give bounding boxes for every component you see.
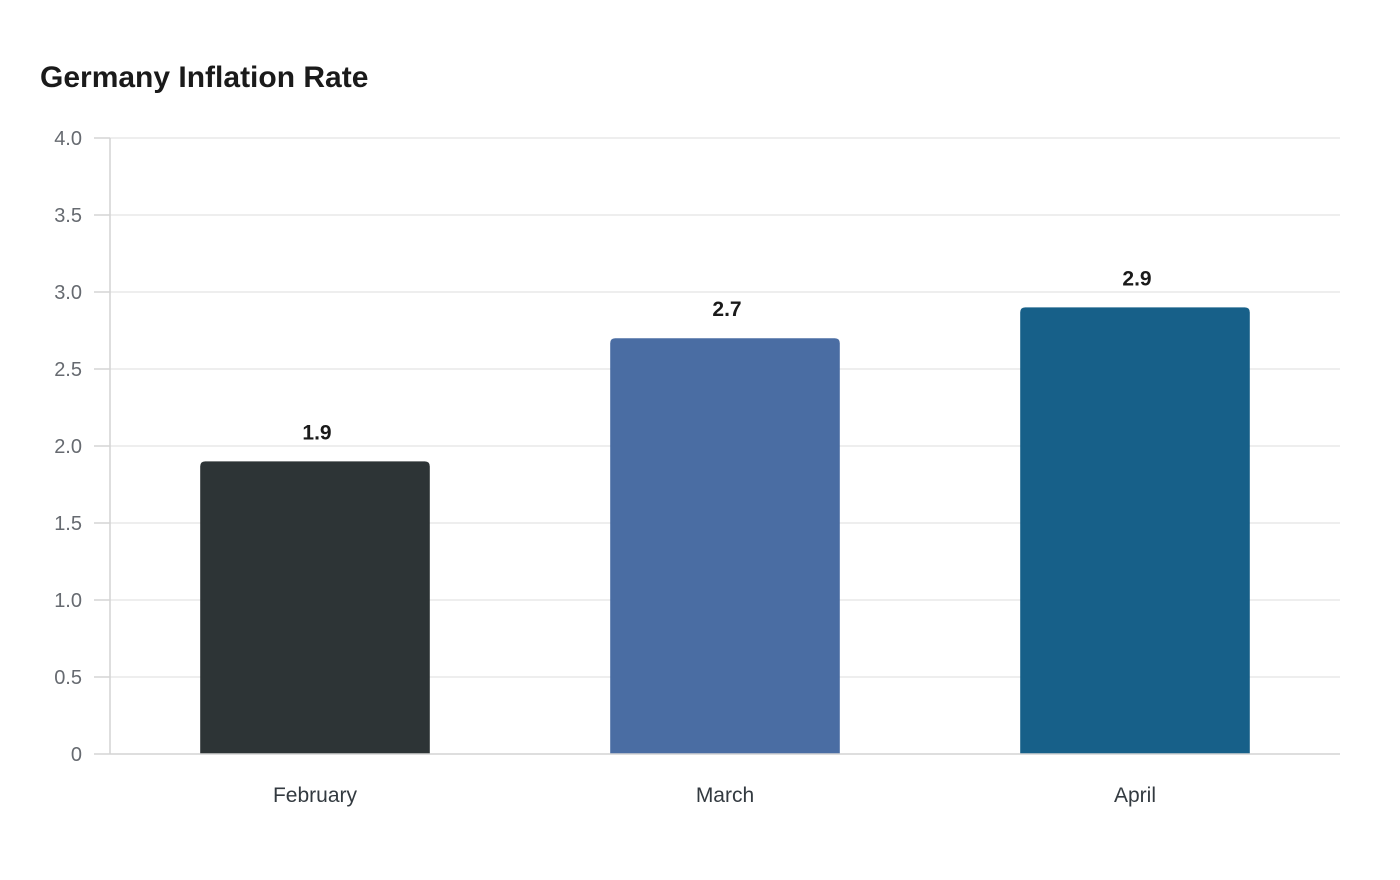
y-tick-label: 1.5 <box>54 513 82 535</box>
data-label: 2.7 <box>712 298 741 321</box>
labels: 0 0.5 1.0 1.5 2.0 2.5 3.0 3.5 4.0 1.9 February 2.7 M… <box>54 128 1156 807</box>
y-tick-label: 3.0 <box>54 282 82 304</box>
bars <box>200 307 1250 754</box>
y-tick-label: 3.5 <box>54 205 82 227</box>
chart-title: Germany Inflation Rate <box>40 61 369 94</box>
x-tick-label: April <box>1114 784 1156 807</box>
bar-march <box>610 338 840 754</box>
data-label: 1.9 <box>302 421 331 444</box>
x-tick-label: March <box>696 784 754 807</box>
data-label: 2.9 <box>1122 267 1151 290</box>
y-tick-label: 1.0 <box>54 590 82 612</box>
bar-april <box>1020 307 1250 754</box>
y-tick-label: 2.5 <box>54 359 82 381</box>
x-tick-label: February <box>273 784 358 807</box>
y-tick-label: 0 <box>71 744 82 766</box>
axes <box>94 137 1340 755</box>
y-tick-label: 0.5 <box>54 667 82 689</box>
y-tick-label: 4.0 <box>54 128 82 150</box>
bar-february <box>200 461 430 754</box>
y-tick-label: 2.0 <box>54 436 82 458</box>
